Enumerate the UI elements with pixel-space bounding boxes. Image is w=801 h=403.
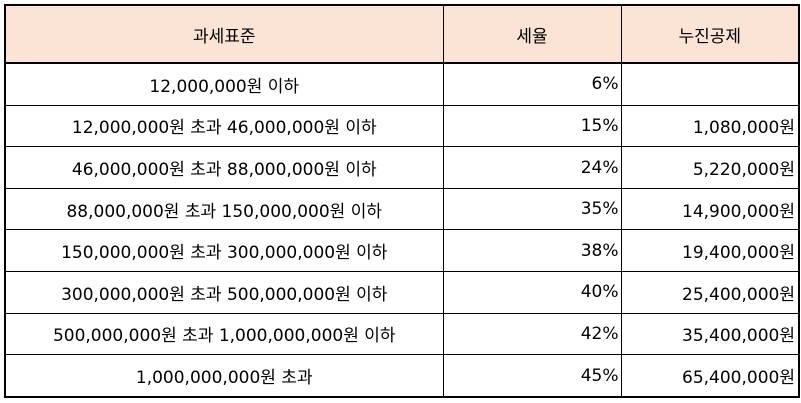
- deduction-cell: 1,080,000원: [620, 104, 800, 148]
- tax-rate-cell: 42%: [442, 312, 622, 356]
- table-row: 150,000,000원 초과 300,000,000원 이하 38% 19,4…: [4, 229, 800, 273]
- tax-base-cell: 88,000,000원 초과 150,000,000원 이하: [4, 187, 444, 231]
- tax-rate-cell: 15%: [442, 104, 622, 148]
- header-tax-rate: 세율: [442, 4, 622, 64]
- tax-rate-cell: 40%: [442, 271, 622, 314]
- deduction-cell: 35,400,000원: [620, 312, 800, 356]
- tax-base-cell: 12,000,000원 초과 46,000,000원 이하: [4, 104, 444, 148]
- tax-base-cell: 1,000,000,000원 초과: [4, 354, 444, 399]
- table-body: 12,000,000원 이하 6% 12,000,000원 초과 46,000,…: [4, 62, 800, 399]
- header-tax-base: 과세표준: [4, 4, 444, 64]
- tax-rate-cell: 35%: [442, 187, 622, 231]
- table-row: 1,000,000,000원 초과 45% 65,400,000원: [4, 354, 800, 399]
- table-row: 46,000,000원 초과 88,000,000원 이하 24% 5,220,…: [4, 146, 800, 189]
- deduction-cell: [620, 62, 800, 106]
- table-row: 12,000,000원 이하 6%: [4, 62, 800, 106]
- tax-base-cell: 150,000,000원 초과 300,000,000원 이하: [4, 229, 444, 273]
- tax-base-cell: 500,000,000원 초과 1,000,000,000원 이하: [4, 312, 444, 356]
- tax-rate-cell: 24%: [442, 146, 622, 189]
- deduction-cell: 65,400,000원: [620, 354, 800, 399]
- header-row: 과세표준 세율 누진공제: [4, 4, 800, 64]
- tax-rate-cell: 6%: [442, 62, 622, 106]
- table-row: 300,000,000원 초과 500,000,000원 이하 40% 25,4…: [4, 271, 800, 314]
- deduction-cell: 19,400,000원: [620, 229, 800, 273]
- table-row: 88,000,000원 초과 150,000,000원 이하 35% 14,90…: [4, 187, 800, 231]
- table-row: 12,000,000원 초과 46,000,000원 이하 15% 1,080,…: [4, 104, 800, 148]
- tax-rate-cell: 45%: [442, 354, 622, 399]
- table-header: 과세표준 세율 누진공제: [4, 4, 800, 64]
- tax-base-cell: 12,000,000원 이하: [4, 62, 444, 106]
- header-progressive-deduction: 누진공제: [620, 4, 800, 64]
- deduction-cell: 14,900,000원: [620, 187, 800, 231]
- tax-base-cell: 300,000,000원 초과 500,000,000원 이하: [4, 271, 444, 314]
- table-row: 500,000,000원 초과 1,000,000,000원 이하 42% 35…: [4, 312, 800, 356]
- income-tax-rate-table: 과세표준 세율 누진공제 12,000,000원 이하 6% 12,000,00…: [4, 4, 800, 399]
- tax-base-cell: 46,000,000원 초과 88,000,000원 이하: [4, 146, 444, 189]
- deduction-cell: 25,400,000원: [620, 271, 800, 314]
- tax-rate-cell: 38%: [442, 229, 622, 273]
- deduction-cell: 5,220,000원: [620, 146, 800, 189]
